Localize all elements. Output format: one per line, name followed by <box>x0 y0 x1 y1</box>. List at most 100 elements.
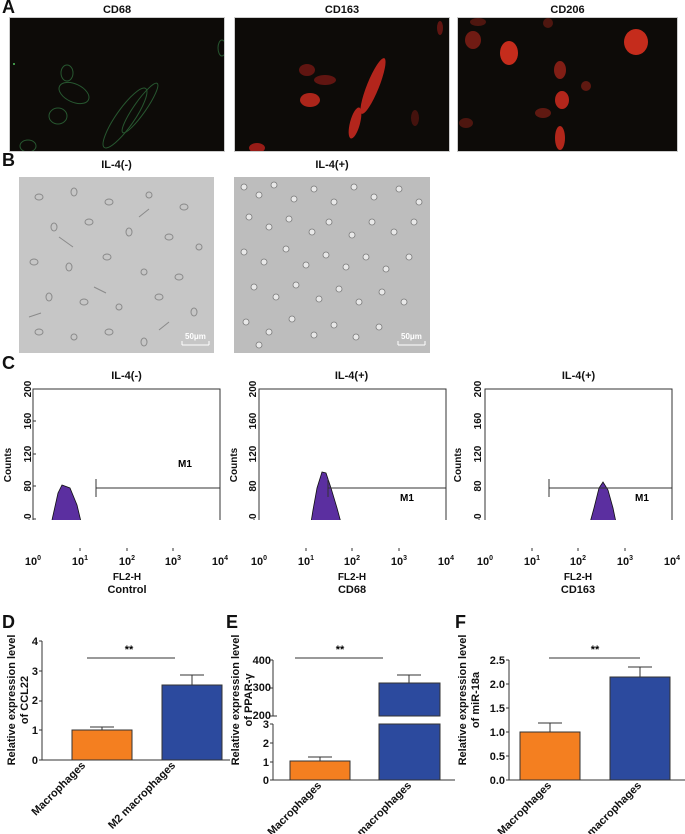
svg-text:120: 120 <box>23 445 34 462</box>
gate-label: M1 <box>635 493 649 504</box>
histogram-title: IL-4(+) <box>334 370 369 382</box>
y-axis-label-line2: of CCL22 <box>19 676 31 724</box>
svg-text:102: 102 <box>119 555 135 568</box>
y-axis-label: Counts <box>453 447 464 482</box>
svg-text:103: 103 <box>391 555 407 568</box>
scale-bar-label: 50μm <box>185 332 206 341</box>
svg-text:40: 40 <box>473 513 484 520</box>
x-tick-label: Macrophages <box>29 760 88 819</box>
y-axis-label: Counts <box>3 447 14 482</box>
bar-chart-mir18a: Relative expression level of miR-18a 0.0… <box>457 635 685 834</box>
y-axis-label-line1: Relative expression level <box>457 635 469 766</box>
svg-text:300: 300 <box>253 682 271 694</box>
svg-text:4: 4 <box>32 636 39 648</box>
x-axis-label: FL2-H <box>338 572 366 583</box>
svg-text:200: 200 <box>253 710 271 722</box>
svg-text:104: 104 <box>664 555 680 568</box>
image-title-cd68: CD68 <box>102 4 132 16</box>
il4-neg-cells-graphic <box>19 177 214 353</box>
svg-text:0: 0 <box>32 755 38 767</box>
panel-label-a: A <box>2 0 15 17</box>
cd68-cells-graphic <box>13 39 224 151</box>
x-tick-label: M2 macrophages <box>342 780 414 834</box>
svg-text:40: 40 <box>23 513 34 520</box>
svg-text:80: 80 <box>473 480 484 492</box>
svg-text:0: 0 <box>263 775 269 787</box>
scale-bar <box>181 341 210 346</box>
fluorescence-image-cd163 <box>234 17 450 152</box>
bar-chart-ppar-gamma: Relative expression level of PPAR-γ 0 1 2 3… <box>230 635 455 834</box>
histogram-title: IL-4(-) <box>111 370 142 382</box>
histogram-area <box>310 471 341 520</box>
cd206-cells-graphic <box>459 18 648 150</box>
significance-marker: ** <box>125 644 134 656</box>
svg-text:160: 160 <box>23 412 34 429</box>
scale-bar-label: 50μm <box>401 332 422 341</box>
y-axis-label: Counts <box>229 447 240 482</box>
fluorescence-image-cd68 <box>9 17 225 152</box>
svg-text:103: 103 <box>617 555 633 568</box>
svg-text:104: 104 <box>438 555 454 568</box>
svg-text:80: 80 <box>248 480 259 492</box>
histogram-x-axes: 100 101 102 103 104 100 101 102 103 104 … <box>25 548 680 583</box>
plot-frame <box>258 388 447 520</box>
histogram-chart-cd68: Counts 0 40 80 120 160 200 M1 <box>229 380 447 520</box>
il4-pos-cells-graphic <box>234 177 430 353</box>
brightfield-image-il4-neg: 50μm <box>19 177 214 353</box>
x-tick-label: Macrophages <box>495 780 554 834</box>
svg-text:100: 100 <box>477 555 493 568</box>
x-tick-label: M2 macrophages <box>106 760 178 832</box>
svg-text:2.5: 2.5 <box>490 655 505 667</box>
fluorescence-image-cd206 <box>457 17 678 152</box>
svg-text:101: 101 <box>524 555 540 568</box>
svg-text:101: 101 <box>298 555 314 568</box>
bar-macrophages <box>289 760 351 781</box>
bar-m2-macrophages-upper <box>378 682 441 717</box>
svg-text:40: 40 <box>248 513 259 520</box>
svg-text:120: 120 <box>473 445 484 462</box>
x-axis-label: FL2-H <box>113 572 141 583</box>
panel-label-e: E <box>226 612 239 632</box>
gate-label: M1 <box>400 493 414 504</box>
histogram-sublabel-control: Control <box>107 584 147 596</box>
histogram-area <box>51 484 82 520</box>
svg-text:1: 1 <box>263 757 269 769</box>
bar-m2-macrophages <box>161 684 223 761</box>
svg-text:160: 160 <box>248 412 259 429</box>
svg-text:100: 100 <box>251 555 267 568</box>
panel-label-c: C <box>2 353 15 373</box>
svg-text:120: 120 <box>248 445 259 462</box>
y-axis-label-line1: Relative expression level <box>230 635 242 766</box>
x-axis-label: FL2-H <box>564 572 592 583</box>
svg-text:200: 200 <box>23 380 34 397</box>
histogram-sublabel-cd163: CD163 <box>560 584 596 596</box>
svg-text:103: 103 <box>165 555 181 568</box>
svg-text:1: 1 <box>32 725 38 737</box>
bar-m2-macrophages <box>609 676 671 781</box>
y-axis-label-line1: Relative expression level <box>6 635 18 766</box>
svg-text:3: 3 <box>263 719 269 731</box>
histogram-chart-cd163: Counts 0 40 80 120 160 200 M1 <box>453 380 673 520</box>
bar-m2-macrophages-lower <box>378 723 441 781</box>
bar-macrophages <box>71 729 133 761</box>
histogram-area <box>590 481 616 520</box>
image-title-cd206: CD206 <box>550 4 585 16</box>
svg-text:0.5: 0.5 <box>490 751 505 763</box>
svg-text:200: 200 <box>473 380 484 397</box>
svg-text:101: 101 <box>72 555 88 568</box>
plot-frame <box>32 388 221 520</box>
svg-text:1.5: 1.5 <box>490 703 505 715</box>
bar-chart-ccl22: Relative expression level of CCL22 0 1 2 3 4… <box>6 635 230 832</box>
x-tick-label: M2 macrophages <box>572 780 644 834</box>
significance-marker: ** <box>336 644 345 656</box>
svg-text:80: 80 <box>23 480 34 492</box>
svg-text:160: 160 <box>473 412 484 429</box>
svg-text:2: 2 <box>263 738 269 750</box>
svg-text:3: 3 <box>32 666 38 678</box>
y-axis-label-line2: of PPAR-γ <box>243 673 255 727</box>
svg-text:2: 2 <box>32 695 38 707</box>
histogram-title: IL-4(+) <box>561 370 596 382</box>
histogram-chart-control: Counts 0 40 80 120 160 200 M1 <box>3 380 221 520</box>
svg-text:400: 400 <box>253 655 271 667</box>
svg-text:102: 102 <box>344 555 360 568</box>
